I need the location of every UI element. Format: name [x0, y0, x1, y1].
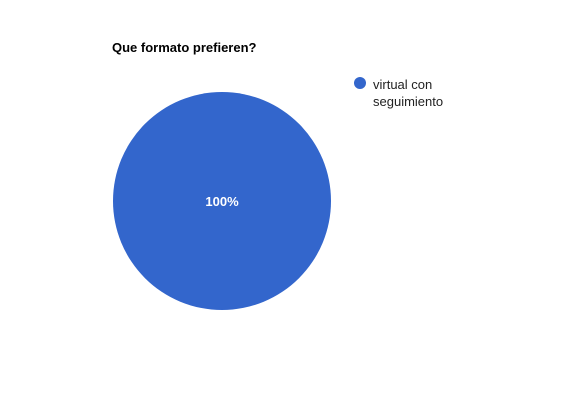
legend-label: virtual con seguimiento — [373, 77, 444, 109]
legend-swatch-icon — [354, 77, 366, 89]
pie-slice[interactable] — [113, 92, 331, 310]
legend: virtual con seguimiento — [354, 76, 504, 110]
legend-item[interactable]: virtual con seguimiento — [354, 76, 504, 110]
chart-title: Que formato prefieren? — [112, 40, 257, 55]
slice-percent-label: 100% — [205, 194, 239, 209]
